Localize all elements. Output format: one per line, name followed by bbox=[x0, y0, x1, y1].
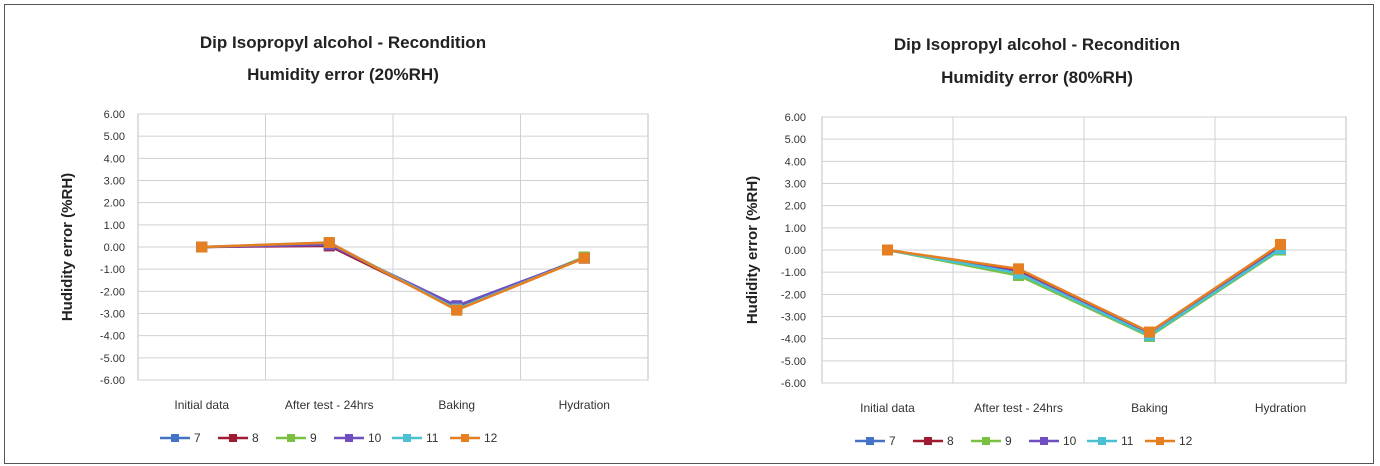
y-tick-label: -6.00 bbox=[100, 375, 125, 387]
legend-label: 10 bbox=[1063, 434, 1077, 448]
legend-swatch-marker bbox=[1040, 437, 1048, 445]
legend-swatch-marker bbox=[982, 437, 990, 445]
y-tick-label: -3.00 bbox=[781, 312, 806, 324]
y-tick-label: 3.00 bbox=[104, 176, 125, 188]
legend-item-8: 8 bbox=[913, 434, 954, 448]
y-tick-label: 1.00 bbox=[104, 220, 125, 232]
legend-item-11: 11 bbox=[1087, 434, 1134, 448]
chart-subtitle: Humidity error (20%RH) bbox=[247, 65, 439, 84]
legend-swatch-marker bbox=[403, 434, 411, 442]
y-tick-label: -5.00 bbox=[781, 356, 806, 368]
legend-label: 11 bbox=[1121, 434, 1134, 448]
legend-swatch-marker bbox=[229, 434, 237, 442]
legend-swatch-marker bbox=[171, 434, 179, 442]
legend-swatch-marker bbox=[866, 437, 874, 445]
x-tick-label: Hydration bbox=[559, 398, 610, 412]
legend-label: 9 bbox=[1005, 434, 1012, 448]
y-tick-label: 0.00 bbox=[785, 245, 806, 257]
y-tick-label: 0.00 bbox=[104, 242, 125, 254]
series-line-12 bbox=[887, 243, 1282, 334]
data-point-12 bbox=[1144, 326, 1155, 338]
legend-label: 8 bbox=[947, 434, 954, 448]
y-tick-label: -4.00 bbox=[100, 331, 125, 343]
legend-label: 9 bbox=[310, 431, 317, 445]
legend-label: 7 bbox=[194, 431, 201, 445]
y-tick-label: 6.00 bbox=[104, 109, 125, 121]
y-tick-label: -2.00 bbox=[781, 289, 806, 301]
chart-1: Dip Isopropyl alcohol - Recondition Humid… bbox=[59, 33, 649, 445]
y-tick-label: 6.00 bbox=[785, 112, 806, 124]
y-tick-label: 5.00 bbox=[104, 131, 125, 143]
chart-title: Dip Isopropyl alcohol - Recondition bbox=[200, 33, 486, 52]
x-tick-label: Baking bbox=[438, 398, 475, 412]
y-tick-label: 2.00 bbox=[104, 198, 125, 210]
legend-label: 10 bbox=[368, 431, 382, 445]
x-tick-label: Hydration bbox=[1255, 401, 1306, 415]
y-tick-label: -6.00 bbox=[781, 378, 806, 390]
data-point-12 bbox=[1013, 263, 1024, 275]
legend-swatch-marker bbox=[1098, 437, 1106, 445]
legend-item-10: 10 bbox=[1029, 434, 1077, 448]
legend-item-9: 9 bbox=[276, 431, 317, 445]
y-tick-label: 4.00 bbox=[104, 153, 125, 165]
legend-item-12: 12 bbox=[450, 431, 498, 445]
legend-item-11: 11 bbox=[392, 431, 439, 445]
data-point-12 bbox=[1275, 238, 1286, 250]
y-tick-label: -1.00 bbox=[100, 264, 125, 276]
x-tick-label: After test - 24hrs bbox=[285, 398, 374, 412]
legend-label: 12 bbox=[1179, 434, 1193, 448]
legend-swatch-marker bbox=[924, 437, 932, 445]
chart-subtitle: Humidity error (80%RH) bbox=[941, 68, 1133, 87]
legend-swatch-marker bbox=[345, 434, 353, 442]
legend-swatch-marker bbox=[461, 434, 469, 442]
chart-title: Dip Isopropyl alcohol - Recondition bbox=[894, 35, 1180, 54]
series-line-12 bbox=[201, 241, 585, 312]
y-tick-label: -1.00 bbox=[781, 267, 806, 279]
legend-swatch-marker bbox=[1156, 437, 1164, 445]
legend-swatch-marker bbox=[287, 434, 295, 442]
x-tick-label: Initial data bbox=[174, 398, 229, 412]
data-point-12 bbox=[196, 241, 208, 253]
legend-item-10: 10 bbox=[334, 431, 382, 445]
y-tick-label: -5.00 bbox=[100, 353, 125, 365]
chart-2: Dip Isopropyl alcohol - Recondition Humid… bbox=[744, 35, 1347, 448]
series-line-11 bbox=[887, 247, 1282, 337]
data-point-12 bbox=[451, 304, 463, 316]
y-axis-label: Hudidity error (%RH) bbox=[59, 173, 76, 321]
y-tick-label: 5.00 bbox=[785, 134, 806, 146]
legend-item-7: 7 bbox=[855, 434, 896, 448]
data-point-12 bbox=[882, 244, 893, 256]
legend-label: 12 bbox=[484, 431, 498, 445]
y-tick-label: -3.00 bbox=[100, 309, 125, 321]
y-tick-label: 4.00 bbox=[785, 156, 806, 168]
y-tick-label: 2.00 bbox=[785, 201, 806, 213]
legend-item-7: 7 bbox=[160, 431, 201, 445]
legend-label: 7 bbox=[889, 434, 896, 448]
x-tick-label: Initial data bbox=[860, 401, 915, 415]
legend-item-12: 12 bbox=[1145, 434, 1193, 448]
legend-label: 11 bbox=[426, 431, 439, 445]
y-tick-label: -2.00 bbox=[100, 286, 125, 298]
legend-label: 8 bbox=[252, 431, 259, 445]
data-point-12 bbox=[323, 237, 335, 249]
x-tick-label: Baking bbox=[1131, 401, 1168, 415]
y-tick-label: 3.00 bbox=[785, 179, 806, 191]
y-axis-label: Hudidity error (%RH) bbox=[744, 176, 761, 324]
y-tick-label: 1.00 bbox=[785, 223, 806, 235]
legend-item-8: 8 bbox=[218, 431, 259, 445]
y-tick-label: -4.00 bbox=[781, 334, 806, 346]
legend-item-9: 9 bbox=[971, 434, 1012, 448]
x-tick-label: After test - 24hrs bbox=[974, 401, 1063, 415]
data-point-12 bbox=[578, 252, 590, 264]
